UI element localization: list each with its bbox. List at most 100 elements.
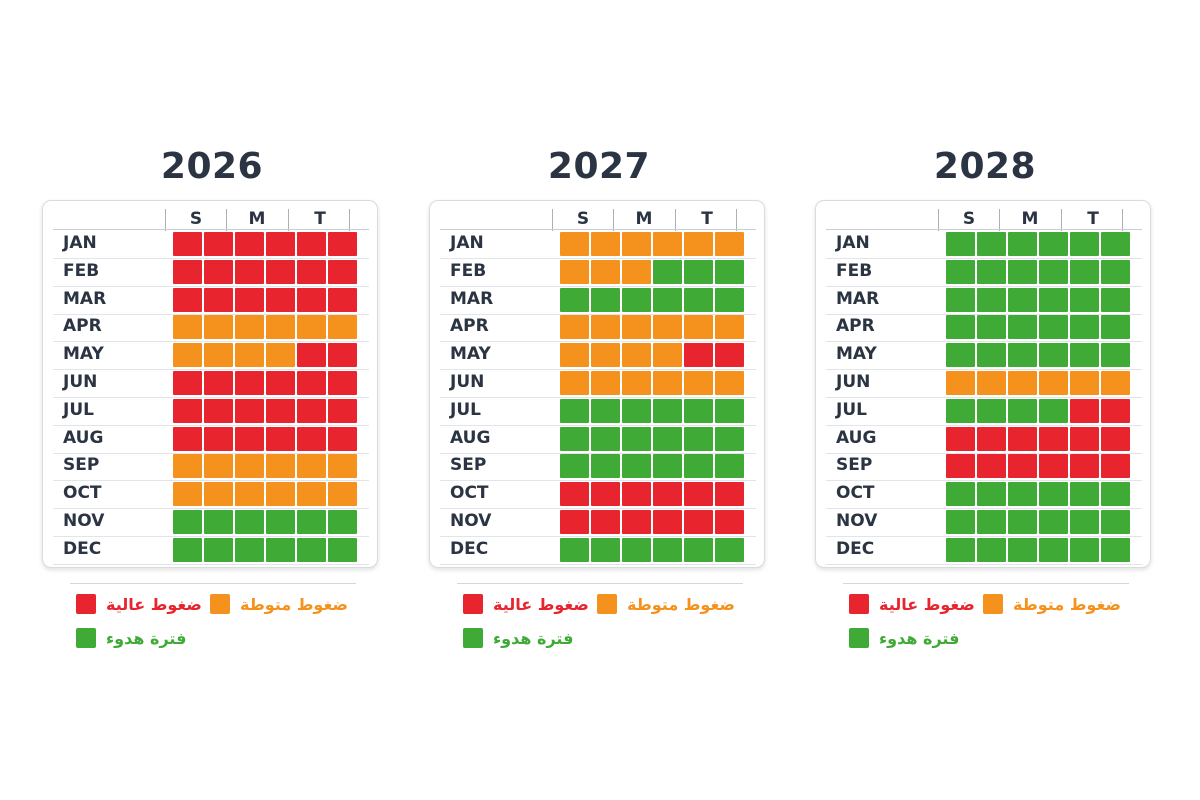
heat-cell-high bbox=[328, 426, 357, 451]
heat-cell-high bbox=[204, 426, 233, 451]
heat-cell-high bbox=[328, 287, 357, 312]
heat-cell-calm bbox=[1101, 287, 1130, 312]
heat-cell-medium bbox=[297, 315, 326, 340]
header-divider bbox=[1122, 209, 1123, 231]
heat-cell-high bbox=[715, 343, 744, 368]
heat-cell-medium bbox=[591, 315, 620, 340]
month-label: MAR bbox=[836, 288, 880, 309]
legend-swatch-calm bbox=[463, 628, 483, 648]
legend-label: ضغوط متوطة bbox=[1013, 594, 1121, 614]
heat-cell-calm bbox=[946, 398, 975, 423]
heat-cell-calm bbox=[977, 510, 1006, 534]
legend-item-medium: ضغوط متوطة bbox=[597, 593, 735, 615]
heat-cell-high bbox=[560, 510, 589, 534]
heat-cell-high bbox=[622, 482, 651, 507]
row-separator bbox=[53, 397, 369, 398]
month-label: AUG bbox=[836, 427, 877, 448]
heat-cell-calm bbox=[684, 259, 713, 284]
heat-cell-calm bbox=[1039, 398, 1068, 423]
row-separator bbox=[53, 369, 369, 371]
month-label: MAY bbox=[450, 344, 491, 365]
row-separator bbox=[440, 480, 756, 482]
heat-cell-calm bbox=[560, 537, 589, 562]
month-row-nov: NOV bbox=[53, 509, 369, 537]
month-label: FEB bbox=[450, 260, 487, 281]
month-label: MAR bbox=[450, 288, 494, 309]
heat-cell-calm bbox=[1008, 259, 1037, 284]
heat-cell-medium bbox=[328, 482, 357, 507]
row-separator bbox=[53, 424, 369, 426]
header-rule bbox=[440, 229, 756, 230]
heat-cell-medium bbox=[1039, 371, 1068, 395]
heat-cell-medium bbox=[684, 371, 713, 395]
header-divider bbox=[613, 209, 614, 231]
month-row-sep: SEP bbox=[440, 453, 756, 482]
heat-cell-medium bbox=[560, 232, 589, 256]
heat-cell-calm bbox=[1039, 315, 1068, 340]
heat-cell-calm bbox=[715, 287, 744, 312]
heat-cell-calm bbox=[653, 454, 682, 479]
month-label: MAY bbox=[63, 344, 104, 365]
heat-cell-medium bbox=[235, 454, 264, 479]
month-row-feb: FEB bbox=[826, 259, 1142, 287]
heat-cell-medium bbox=[1070, 371, 1099, 395]
month-label: MAY bbox=[836, 344, 877, 365]
month-row-nov: NOV bbox=[826, 509, 1142, 537]
month-label: FEB bbox=[836, 260, 873, 281]
month-label: OCT bbox=[836, 483, 875, 504]
heat-cell-high bbox=[173, 287, 202, 312]
row-separator bbox=[53, 563, 369, 565]
heat-cell-high bbox=[297, 232, 326, 256]
heat-cell-medium bbox=[684, 232, 713, 256]
heat-cell-medium bbox=[622, 232, 651, 256]
month-row-may: MAY bbox=[826, 342, 1142, 371]
row-separator bbox=[826, 369, 1142, 371]
month-row-jul: JUL bbox=[826, 398, 1142, 426]
heat-cell-calm bbox=[235, 537, 264, 562]
header-divider bbox=[288, 209, 289, 231]
heat-cell-calm bbox=[560, 398, 589, 423]
heat-cell-calm bbox=[946, 232, 975, 256]
month-label: APR bbox=[63, 316, 102, 337]
header-letter-m: M bbox=[635, 209, 653, 229]
row-separator bbox=[53, 313, 369, 315]
heat-cell-calm bbox=[977, 537, 1006, 562]
heat-cell-calm bbox=[560, 426, 589, 451]
heat-cell-calm bbox=[328, 537, 357, 562]
month-row-mar: MAR bbox=[440, 287, 756, 315]
legend-item-medium: ضغوط متوطة bbox=[210, 593, 348, 615]
heat-cell-calm bbox=[1039, 510, 1068, 534]
legend-rule bbox=[843, 583, 1129, 584]
heat-cell-medium bbox=[684, 315, 713, 340]
heat-cell-calm bbox=[1070, 287, 1099, 312]
heat-cell-calm bbox=[946, 315, 975, 340]
row-separator bbox=[53, 536, 369, 537]
heat-cell-high bbox=[266, 232, 295, 256]
heat-cell-calm bbox=[1008, 510, 1037, 534]
header-divider bbox=[349, 209, 350, 231]
heat-cell-medium bbox=[235, 315, 264, 340]
month-row-jan: JAN bbox=[53, 231, 369, 259]
month-label: NOV bbox=[450, 511, 492, 531]
heat-cell-high bbox=[235, 371, 264, 395]
month-row-jan: JAN bbox=[826, 231, 1142, 259]
heat-cell-medium bbox=[173, 343, 202, 368]
legend-label: ضغوط متوطة bbox=[627, 594, 735, 614]
heat-cell-calm bbox=[1039, 482, 1068, 507]
heat-cell-calm bbox=[977, 343, 1006, 368]
heat-cell-medium bbox=[653, 371, 682, 395]
legend-swatch-calm bbox=[849, 628, 869, 648]
header-letter-s: S bbox=[962, 209, 976, 229]
heat-cell-medium bbox=[1101, 371, 1130, 395]
legend-swatch-high bbox=[849, 594, 869, 614]
header-letter-m: M bbox=[1021, 209, 1039, 229]
heat-cell-medium bbox=[560, 259, 589, 284]
legend-swatch-high bbox=[76, 594, 96, 614]
heat-cell-high bbox=[328, 343, 357, 368]
month-row-nov: NOV bbox=[440, 509, 756, 537]
header-rule bbox=[826, 229, 1142, 230]
row-separator bbox=[440, 369, 756, 371]
heat-cell-high bbox=[946, 426, 975, 451]
